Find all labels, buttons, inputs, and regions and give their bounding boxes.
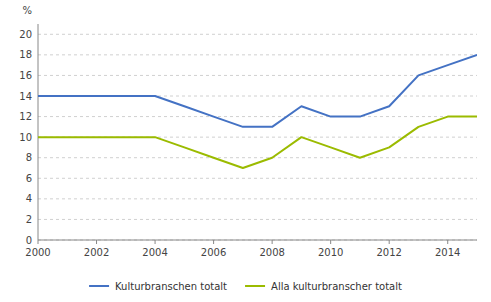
x-tick-label: 2000 bbox=[25, 247, 50, 258]
x-tick bbox=[96, 240, 97, 244]
x-tick bbox=[213, 240, 214, 244]
grid-line bbox=[38, 219, 477, 220]
series-line bbox=[38, 117, 477, 168]
legend-label: Kulturbranschen totalt bbox=[115, 281, 227, 292]
legend-item: Kulturbranschen totalt bbox=[89, 281, 227, 292]
x-tick-label: 2014 bbox=[435, 247, 460, 258]
x-tick bbox=[272, 240, 273, 244]
y-tick-label: 0 bbox=[26, 235, 32, 246]
grid-line bbox=[38, 116, 477, 117]
y-tick-label: 18 bbox=[19, 49, 32, 60]
grid-line bbox=[38, 157, 477, 158]
y-tick-label: 10 bbox=[19, 132, 32, 143]
y-tick-label: 4 bbox=[26, 193, 32, 204]
legend-label: Alla kulturbranscher totalt bbox=[271, 281, 402, 292]
x-tick-label: 2006 bbox=[201, 247, 226, 258]
chart: 0 2 4 6 8 10 12 14 16 18 20 2000 2002 2004 2006 2008 201… bbox=[0, 0, 491, 302]
legend-swatch bbox=[245, 285, 265, 287]
grid-line bbox=[38, 34, 477, 35]
lines bbox=[38, 55, 477, 168]
y-tick-label: 16 bbox=[19, 70, 32, 81]
grid-line bbox=[38, 178, 477, 179]
y-tick-label: 6 bbox=[26, 173, 32, 184]
y-tick-label: 2 bbox=[26, 214, 32, 225]
legend: Kulturbranschen totalt Alla kulturbransch… bbox=[89, 281, 402, 292]
y-tick-label: 14 bbox=[19, 91, 32, 102]
x-tick bbox=[155, 240, 156, 244]
grid-line bbox=[38, 54, 477, 55]
x-tick bbox=[447, 240, 448, 244]
x-tick-label: 2004 bbox=[142, 247, 167, 258]
legend-item: Alla kulturbranscher totalt bbox=[245, 281, 402, 292]
y-axis-label: % bbox=[22, 5, 32, 16]
x-tick-label: 2002 bbox=[84, 247, 109, 258]
series-line bbox=[38, 55, 477, 127]
grid-line bbox=[38, 198, 477, 199]
grid-line bbox=[38, 75, 477, 76]
legend-swatch bbox=[89, 285, 109, 287]
grid-line bbox=[38, 240, 477, 241]
y-tick-label: 8 bbox=[26, 152, 32, 163]
x-tick bbox=[38, 240, 39, 244]
x-tick-label: 2012 bbox=[376, 247, 401, 258]
x-tick bbox=[330, 240, 331, 244]
y-tick-label: 12 bbox=[19, 111, 32, 122]
x-axis-line bbox=[38, 240, 477, 241]
x-tick-label: 2008 bbox=[259, 247, 284, 258]
x-tick-label: 2010 bbox=[318, 247, 343, 258]
x-tick bbox=[389, 240, 390, 244]
y-tick-label: 20 bbox=[19, 29, 32, 40]
y-axis-line bbox=[38, 24, 39, 240]
grid bbox=[38, 34, 477, 240]
